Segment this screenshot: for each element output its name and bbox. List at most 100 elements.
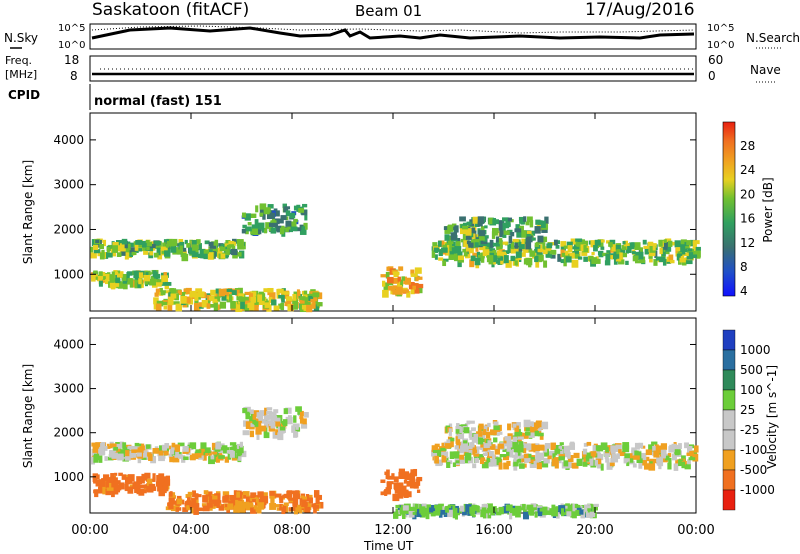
data-cell [504, 438, 510, 447]
data-cell [459, 454, 464, 460]
data-cell [575, 241, 583, 247]
data-cell [396, 482, 404, 491]
data-cell [605, 253, 611, 262]
data-cell [679, 244, 686, 253]
data-cell [259, 212, 264, 217]
data-cell [292, 502, 297, 506]
data-cell [434, 254, 438, 260]
data-cell [236, 491, 240, 498]
data-cell [252, 305, 257, 310]
data-cell [140, 478, 145, 484]
data-cell [155, 279, 162, 287]
data-cell [313, 507, 317, 514]
data-cell [477, 454, 484, 460]
data-cell [494, 457, 502, 463]
data-cell [590, 240, 596, 248]
data-cell [249, 302, 255, 311]
data-cell [90, 252, 97, 259]
data-cell [386, 481, 394, 485]
data-cell [231, 248, 238, 256]
data-cell [431, 450, 438, 457]
data-cell [112, 486, 119, 495]
data-cell [218, 505, 225, 511]
data-cell [650, 450, 656, 455]
data-cell [521, 230, 527, 238]
data-cell [163, 450, 169, 456]
data-cell [392, 285, 399, 294]
data-cell [206, 502, 213, 508]
data-cell [687, 459, 691, 465]
data-cell [138, 488, 145, 496]
data-cell [144, 484, 149, 489]
data-cell [383, 282, 390, 291]
data-cell [507, 217, 513, 222]
data-cell [491, 255, 498, 262]
data-cell [534, 430, 539, 437]
data-cell [466, 240, 471, 245]
data-cell [115, 279, 121, 284]
data-cell [510, 507, 515, 514]
data-cell [531, 504, 538, 512]
data-cell [258, 222, 265, 230]
data-cell [264, 407, 268, 416]
data-cell [404, 473, 411, 480]
data-cell [524, 443, 531, 451]
data-cell [156, 279, 162, 283]
data-cell [194, 292, 199, 301]
data-cell [502, 222, 510, 229]
data-cell [565, 505, 570, 510]
data-cell [515, 505, 522, 513]
data-cell [226, 450, 234, 454]
data-cell [238, 456, 242, 461]
data-cell [118, 472, 123, 476]
data-cell [203, 253, 209, 260]
data-cell [521, 238, 525, 245]
data-cell [215, 451, 220, 456]
data-cell [212, 247, 219, 252]
data-cell [410, 269, 415, 275]
data-cell [218, 288, 226, 297]
data-cell [498, 220, 505, 225]
data-cell [285, 220, 292, 227]
data-cell [482, 452, 488, 457]
data-cell [465, 251, 471, 259]
data-cell [280, 302, 285, 311]
data-cell [242, 430, 250, 436]
data-cell [521, 252, 526, 257]
data-cell [220, 253, 226, 259]
data-cell [252, 414, 257, 420]
data-cell [256, 412, 263, 418]
data-cell [413, 468, 418, 477]
data-cell [471, 233, 476, 239]
data-cell [513, 463, 518, 471]
data-cell [437, 449, 442, 458]
data-cell [528, 508, 534, 515]
data-cell [529, 230, 536, 236]
data-cell [514, 242, 519, 249]
data-cell [452, 248, 459, 253]
data-cell [508, 235, 513, 244]
data-cell [695, 249, 701, 258]
data-cell [481, 503, 489, 510]
data-cell [525, 241, 532, 250]
data-cell [472, 446, 478, 454]
data-cell [435, 505, 441, 513]
data-cell [91, 274, 96, 282]
data-cell [535, 260, 540, 268]
data-cell [560, 241, 567, 247]
data-cell [214, 293, 218, 298]
data-cell [539, 508, 545, 512]
data-cell [537, 220, 543, 228]
data-cell [250, 423, 256, 427]
data-cell [122, 442, 127, 450]
data-cell [162, 300, 169, 304]
data-cell [648, 444, 654, 452]
data-cell [513, 456, 517, 462]
data-cell [567, 505, 575, 513]
data-cell [460, 441, 468, 449]
data-cell [200, 454, 204, 459]
nsearch-tick-top: 10^5 [707, 23, 734, 34]
data-cell [455, 426, 462, 434]
data-cell [509, 511, 513, 520]
data-cell [430, 510, 436, 517]
